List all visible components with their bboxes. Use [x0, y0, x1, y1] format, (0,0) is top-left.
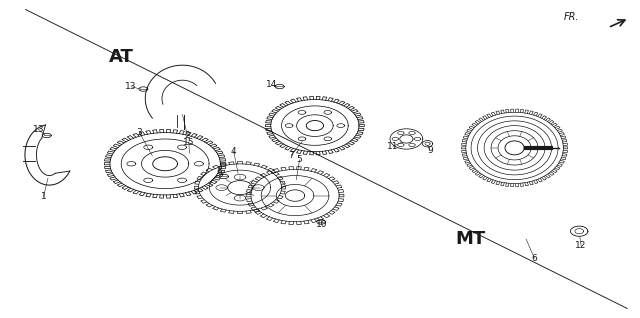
Text: 13: 13 — [33, 125, 44, 134]
Text: 1: 1 — [41, 192, 46, 201]
Text: 15: 15 — [183, 138, 195, 147]
Text: 9: 9 — [428, 146, 433, 155]
Text: 11: 11 — [387, 142, 399, 151]
Text: 12: 12 — [575, 241, 587, 250]
Text: MT: MT — [455, 230, 486, 247]
Text: 7: 7 — [289, 151, 294, 160]
Text: 5: 5 — [297, 156, 302, 164]
Text: FR.: FR. — [564, 12, 579, 23]
Text: 13: 13 — [125, 82, 137, 91]
Text: 14: 14 — [266, 80, 277, 89]
Text: AT: AT — [109, 48, 134, 66]
Text: 10: 10 — [316, 220, 327, 229]
Text: 8: 8 — [216, 166, 221, 175]
Text: 6: 6 — [532, 254, 537, 263]
Text: 2: 2 — [185, 131, 190, 140]
Text: 4: 4 — [231, 147, 236, 156]
Text: 3: 3 — [137, 128, 142, 137]
